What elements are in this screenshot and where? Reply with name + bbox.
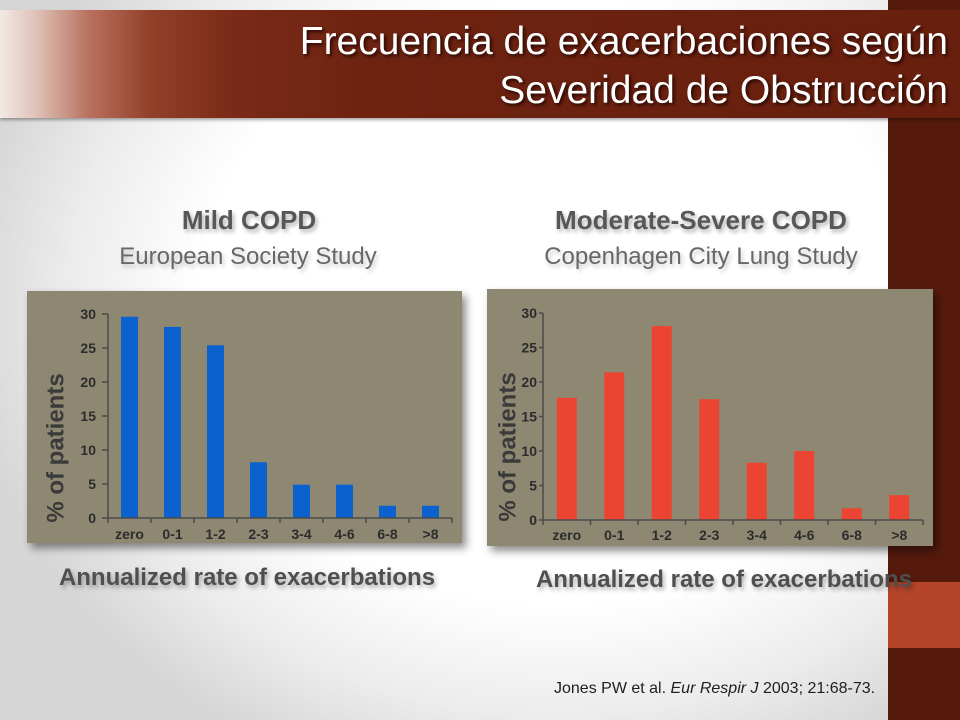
y-tick-label: 5 [529, 478, 537, 494]
bar-chart: % of patients 0 5 10 15 20 25 30 zero 0-1 1-2 2-3 3… [42, 306, 453, 542]
bar [556, 397, 577, 520]
y-tick-label: 10 [80, 442, 96, 458]
y-tick-label: 30 [521, 305, 537, 321]
x-tick-label: >8 [423, 526, 439, 542]
x-tick-label: 2-3 [699, 527, 719, 543]
y-tick-label: 20 [521, 374, 537, 390]
bar [250, 462, 267, 518]
citation-journal: Eur Respir J [670, 680, 759, 697]
y-tick-label: 15 [80, 408, 96, 424]
x-tick-label: 3-4 [747, 527, 767, 543]
y-tick-label: 0 [88, 510, 96, 526]
x-tick-label: 0-1 [604, 527, 624, 543]
title-bar [0, 10, 960, 118]
slide-title-line-2: Severidad de Obstrucción [499, 69, 948, 112]
y-tick-label: 25 [80, 340, 96, 356]
x-tick-label: 6-8 [377, 526, 397, 542]
bar [889, 495, 910, 520]
citation-details: 2003; 21:68-73. [762, 680, 876, 697]
chart-subtitle: European Society Study [119, 243, 377, 270]
citation: Jones PW et al. Eur Respir J 2003; 21:68… [554, 680, 875, 698]
bar [604, 372, 625, 520]
y-tick-label: 25 [521, 340, 537, 356]
y-tick-label: 5 [88, 476, 96, 492]
y-tick-label: 30 [80, 306, 96, 322]
chart-box: % of patients 0 5 10 15 20 25 30 zero 0-1 1-2 2-3 3… [27, 291, 462, 543]
x-tick-label: 2-3 [248, 526, 268, 542]
x-tick-label: 6-8 [842, 527, 862, 543]
x-tick-label: 1-2 [205, 526, 225, 542]
x-tick-label: 3-4 [291, 526, 311, 542]
x-tick-label: 4-6 [334, 526, 354, 542]
bar-chart: % of patients 0 5 10 15 20 25 30 zero 0-1 1-2 2-3 3… [494, 305, 924, 543]
chart-subtitle: Copenhagen City Lung Study [544, 243, 858, 270]
y-tick-label: 10 [521, 443, 537, 459]
x-tick-label: >8 [891, 527, 907, 543]
bar [164, 326, 181, 518]
x-tick-label: 0-1 [162, 526, 182, 542]
bar [379, 505, 396, 518]
side-accent-block [888, 582, 960, 648]
x-tick-label: zero [115, 526, 144, 542]
bar [207, 345, 224, 518]
x-axis-title: Annualized rate of exacerbations [535, 566, 913, 593]
bar [293, 484, 310, 518]
bar [841, 508, 862, 520]
bar [746, 462, 767, 520]
bar [336, 484, 353, 518]
chart-box: % of patients 0 5 10 15 20 25 30 zero 0-1 1-2 2-3 3… [487, 289, 933, 546]
bar [794, 451, 815, 520]
bar [699, 399, 720, 520]
x-tick-label: 1-2 [652, 527, 672, 543]
chart-title: Moderate-Severe COPD [555, 205, 847, 235]
y-tick-label: 20 [80, 374, 96, 390]
slide-title: Frecuencia de exacerbaciones según Sever… [300, 17, 948, 115]
x-tick-label: 4-6 [794, 527, 814, 543]
bar [422, 505, 439, 518]
x-axis-title: Annualized rate of exacerbations [58, 564, 436, 591]
y-axis-title: % of patients [42, 373, 69, 522]
citation-authors: Jones PW et al. [554, 680, 667, 697]
bar [651, 326, 672, 520]
slide-title-line-1: Frecuencia de exacerbaciones según [299, 20, 948, 63]
y-tick-label: 15 [521, 409, 537, 425]
bar [121, 316, 138, 518]
x-tick-label: zero [552, 527, 581, 543]
y-tick-label: 0 [529, 512, 537, 528]
chart-title: Mild COPD [181, 205, 317, 235]
y-axis-title: % of patients [494, 372, 521, 521]
